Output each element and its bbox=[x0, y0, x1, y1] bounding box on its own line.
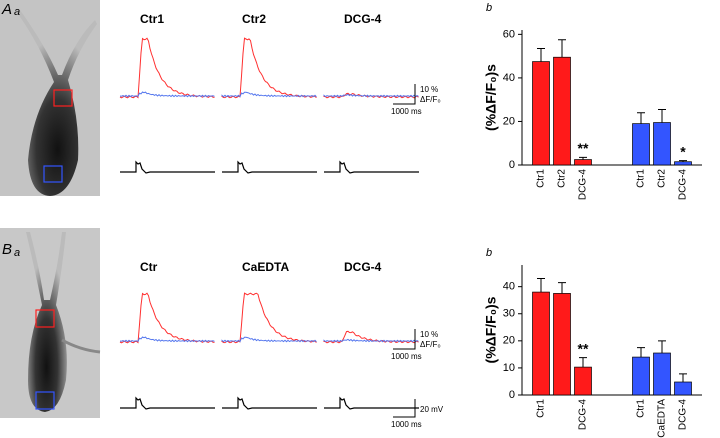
y-tick-label: 0 bbox=[509, 389, 515, 401]
error-bar bbox=[558, 39, 566, 58]
bar bbox=[632, 123, 650, 166]
y-tick-label: 10 bbox=[503, 362, 515, 374]
trace-label: CaEDTA bbox=[242, 260, 289, 274]
x-tick-label: DCG-4 bbox=[678, 399, 689, 431]
y-tick-label: 30 bbox=[503, 308, 515, 320]
y-tick-label: 60 bbox=[503, 28, 515, 40]
panel-sublabel: a bbox=[14, 6, 20, 18]
panel-sublabel: a bbox=[14, 247, 20, 259]
significance-marker: * bbox=[680, 143, 686, 159]
scale-label: 10 % bbox=[420, 85, 438, 94]
chart-label: b bbox=[486, 2, 492, 14]
trace-label: Ctr bbox=[140, 260, 158, 274]
error-bar bbox=[637, 112, 645, 124]
x-tick-label: CaEDTA bbox=[657, 399, 668, 438]
bar bbox=[574, 159, 592, 166]
x-tick-label: Ctr1 bbox=[636, 399, 647, 418]
panel-letter: A bbox=[1, 1, 12, 18]
bar bbox=[674, 161, 692, 166]
fluorescence-trace-blue bbox=[221, 91, 317, 98]
voltage-trace bbox=[120, 396, 215, 410]
fluorescence-trace-blue bbox=[119, 91, 215, 98]
scale-label: 10 % bbox=[420, 330, 438, 339]
scale-bar bbox=[393, 329, 416, 350]
x-tick-label: DCG-4 bbox=[578, 399, 589, 431]
y-tick-label: 40 bbox=[503, 281, 515, 293]
bar bbox=[553, 56, 571, 166]
y-tick-label: 20 bbox=[503, 335, 515, 347]
trace-label: Ctr2 bbox=[242, 12, 266, 26]
error-bar bbox=[537, 278, 545, 293]
fluorescence-trace-red bbox=[323, 330, 419, 344]
scale-label: ΔF/F₀ bbox=[420, 340, 441, 349]
bar bbox=[532, 61, 550, 166]
fluorescence-trace-blue bbox=[119, 336, 215, 343]
significance-marker: ** bbox=[578, 340, 589, 356]
fluorescence-trace-red bbox=[221, 292, 317, 344]
x-tick-label: Ctr2 bbox=[657, 169, 668, 188]
error-bar bbox=[658, 340, 666, 354]
voltage-trace bbox=[324, 396, 419, 410]
fluorescence-trace-red bbox=[119, 37, 215, 99]
x-tick-label: Ctr1 bbox=[536, 169, 547, 188]
voltage-trace bbox=[120, 160, 215, 174]
y-tick-label: 20 bbox=[503, 115, 515, 127]
voltage-trace bbox=[324, 160, 419, 174]
fluorescence-trace-red bbox=[221, 37, 317, 99]
error-bar bbox=[679, 160, 687, 162]
scale-label: 1000 ms bbox=[391, 352, 422, 361]
fluorescence-trace-blue bbox=[323, 93, 419, 98]
bar bbox=[674, 381, 692, 396]
x-tick-label: DCG-4 bbox=[578, 169, 589, 201]
significance-marker: ** bbox=[578, 140, 589, 156]
bar bbox=[553, 293, 571, 396]
chart-label: b bbox=[486, 247, 492, 259]
y-tick-label: 40 bbox=[503, 72, 515, 84]
scale-bar bbox=[393, 399, 416, 418]
trace-label: Ctr1 bbox=[140, 12, 164, 26]
y-tick-label: 0 bbox=[509, 159, 515, 171]
scale-label: 20 mV bbox=[420, 405, 444, 414]
bar bbox=[653, 122, 671, 166]
bar bbox=[574, 366, 592, 396]
error-bar bbox=[537, 48, 545, 62]
x-tick-label: Ctr1 bbox=[636, 169, 647, 188]
voltage-trace bbox=[222, 160, 317, 174]
x-tick-label: DCG-4 bbox=[678, 169, 689, 201]
y-axis-title: (%ΔF/F₀)s bbox=[483, 296, 499, 363]
error-bar bbox=[558, 282, 566, 294]
scale-label: 1000 ms bbox=[391, 107, 422, 116]
fluorescence-trace-blue bbox=[323, 338, 419, 343]
trace-label: DCG-4 bbox=[344, 260, 382, 274]
fluorescence-trace-blue bbox=[221, 336, 317, 343]
micrograph-a bbox=[0, 0, 100, 196]
error-bar bbox=[637, 347, 645, 358]
bar bbox=[532, 291, 550, 396]
x-tick-label: Ctr2 bbox=[557, 169, 568, 188]
error-bar bbox=[679, 373, 687, 382]
error-bar bbox=[579, 357, 587, 368]
scale-label: ΔF/F₀ bbox=[420, 95, 441, 104]
error-bar bbox=[579, 156, 587, 160]
x-tick-label: Ctr1 bbox=[536, 399, 547, 418]
bar bbox=[632, 356, 650, 396]
voltage-trace bbox=[222, 396, 317, 410]
fluorescence-trace-red bbox=[119, 292, 215, 344]
trace-label: DCG-4 bbox=[344, 12, 382, 26]
error-bar bbox=[658, 108, 666, 123]
scale-label: 1000 ms bbox=[391, 420, 422, 429]
y-axis-title: (%ΔF/F₀)s bbox=[483, 64, 499, 131]
panel-letter: B bbox=[2, 241, 12, 258]
scale-bar bbox=[393, 84, 416, 105]
micrograph-b bbox=[0, 228, 101, 418]
bar bbox=[653, 352, 671, 396]
